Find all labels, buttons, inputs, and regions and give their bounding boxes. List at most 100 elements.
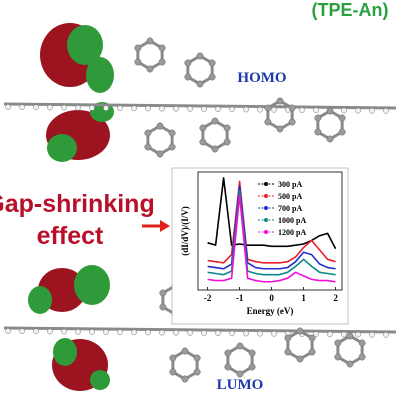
atom [229, 330, 235, 337]
atom [199, 124, 207, 132]
atom [158, 44, 166, 52]
atom [313, 331, 319, 338]
atom [284, 348, 292, 356]
orbital-lobe [53, 338, 77, 366]
atom [271, 106, 277, 113]
atom [181, 347, 189, 355]
atom [19, 104, 25, 111]
atom [33, 328, 39, 335]
atom [89, 105, 95, 111]
atom [75, 104, 81, 111]
atom [296, 355, 304, 363]
legend-label: 1000 pA [278, 216, 306, 225]
atom [358, 339, 366, 347]
orbital-lobe [90, 370, 110, 390]
atom [169, 354, 177, 362]
legend-label: 1200 pA [278, 228, 306, 237]
atom [196, 52, 204, 60]
atom [156, 122, 164, 130]
atom [117, 329, 123, 336]
atom [168, 143, 176, 151]
x-tick-label: 1 [301, 293, 306, 303]
legend-label: 500 pA [278, 192, 302, 201]
atom [33, 104, 39, 111]
atom [284, 334, 292, 342]
atom [187, 106, 193, 112]
atom [134, 58, 142, 66]
atom [173, 105, 179, 112]
lumo-label: LUMO [217, 377, 264, 393]
atom [383, 332, 389, 338]
legend-marker [264, 182, 268, 186]
atom [248, 363, 256, 371]
atom [168, 129, 176, 137]
series-line [207, 185, 336, 270]
atom [346, 360, 354, 368]
atom [326, 135, 334, 143]
atom [5, 328, 11, 334]
title: (TPE-An) [312, 0, 389, 20]
bond-ring [201, 119, 229, 151]
atom [193, 368, 201, 376]
atom [299, 107, 305, 113]
atom [215, 330, 221, 337]
effect-label: effect [37, 222, 104, 250]
inset-frame [171, 167, 349, 325]
bond-ring [146, 124, 174, 156]
bond-ring [226, 344, 254, 376]
bond [3, 102, 397, 110]
x-tick-label: 2 [333, 293, 338, 303]
legend-marker [264, 206, 268, 210]
plot-frame [197, 171, 343, 291]
legend-label: 300 pA [278, 180, 302, 189]
atom [156, 150, 164, 158]
atom [181, 375, 189, 383]
atom [131, 105, 137, 112]
atom [369, 107, 375, 114]
molecules [3, 23, 397, 391]
homo-label: HOMO [237, 70, 286, 86]
atom [184, 59, 192, 67]
atom [243, 106, 249, 113]
atom [146, 37, 154, 45]
atom [308, 348, 316, 356]
series-line [207, 194, 336, 283]
atom [341, 107, 347, 114]
atom [229, 106, 235, 113]
atom [223, 138, 231, 146]
x-tick-label: -1 [236, 293, 244, 303]
atom [224, 349, 232, 357]
atom [193, 354, 201, 362]
atom [159, 105, 165, 112]
bond-ring [136, 39, 164, 71]
atom [117, 105, 123, 112]
atom [264, 118, 272, 126]
arrow-head [160, 220, 170, 232]
atom [224, 363, 232, 371]
atom [169, 368, 177, 376]
atom [338, 128, 346, 136]
atom [144, 129, 152, 137]
bond-ring [316, 109, 344, 141]
x-axis-label: Energy (eV) [247, 306, 294, 316]
atom [276, 97, 284, 105]
atom [158, 58, 166, 66]
atom [159, 303, 167, 311]
orbital-lobe [74, 265, 110, 305]
atom [201, 106, 207, 112]
y-axis-label: (dI/dV)/(I/V) [180, 206, 190, 256]
atom [248, 349, 256, 357]
atom [276, 125, 284, 133]
atom [103, 329, 109, 335]
atom [211, 145, 219, 153]
atom [334, 339, 342, 347]
atom [296, 327, 304, 335]
legend-marker [264, 230, 268, 234]
atom [338, 114, 346, 122]
atom [201, 330, 207, 336]
inset-chart: -2 -1 0 1 2 Energy (eV) (dI/dV)/(I/V) 300 pA 500… [180, 171, 343, 316]
atom [355, 331, 361, 338]
atom [196, 80, 204, 88]
atom [134, 44, 142, 52]
